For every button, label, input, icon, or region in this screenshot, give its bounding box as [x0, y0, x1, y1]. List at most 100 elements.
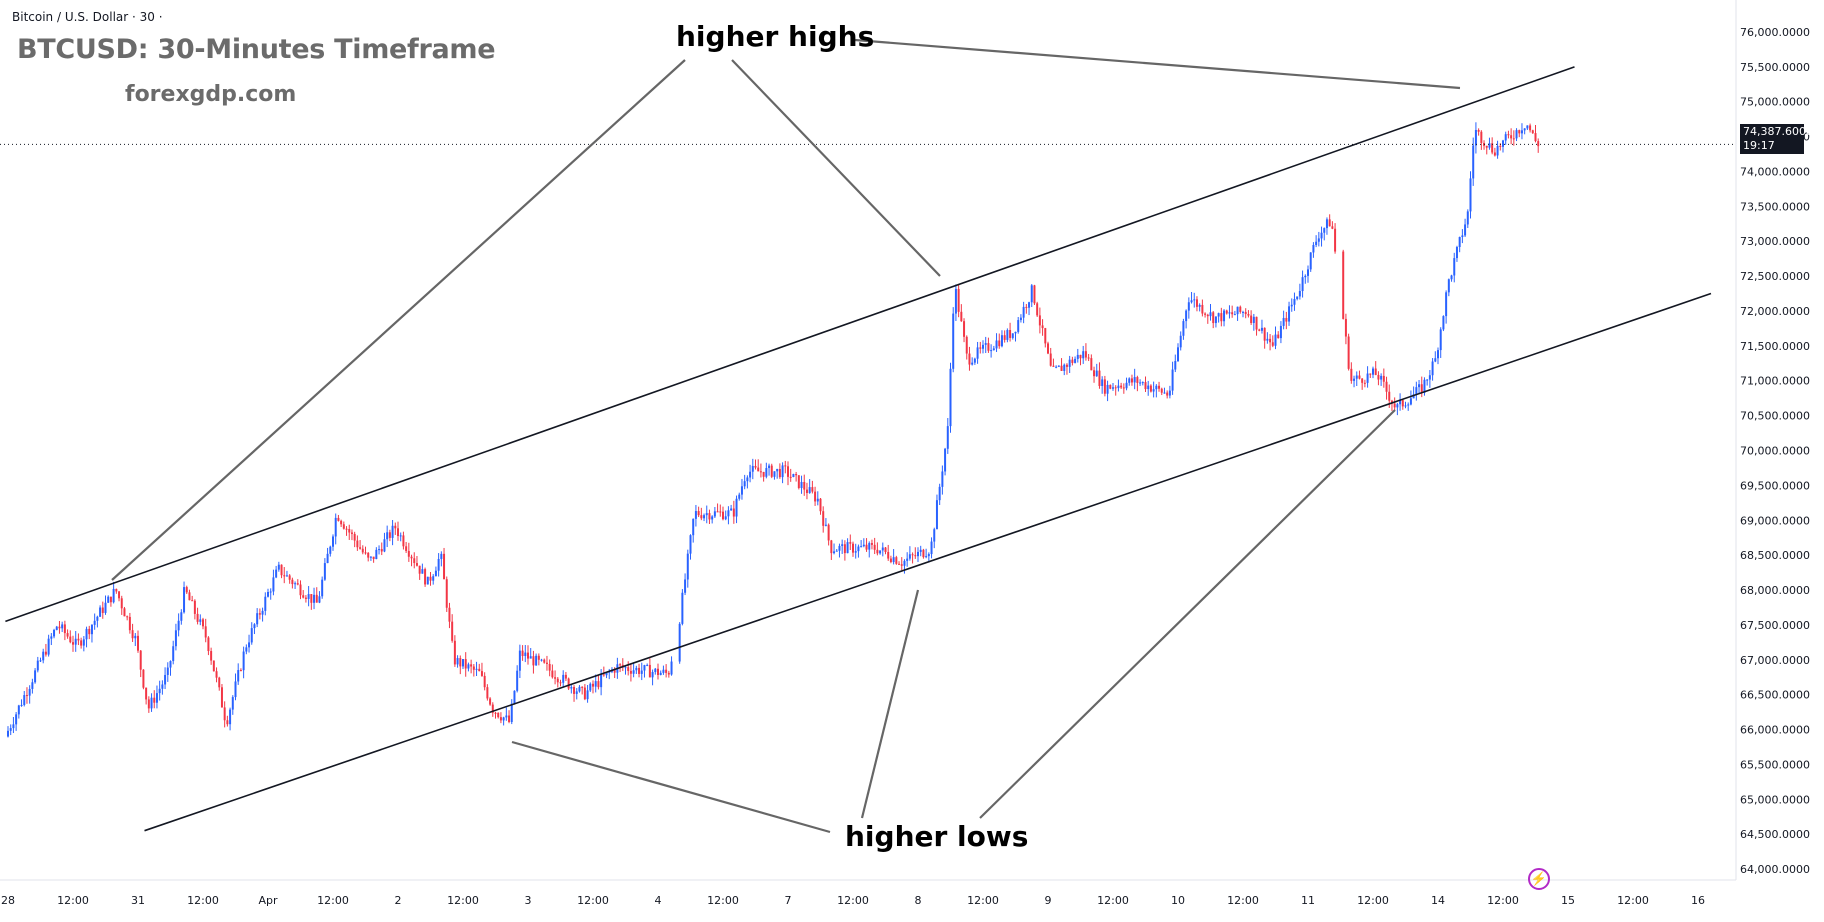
candle-body [995, 340, 998, 349]
candle-body [275, 569, 278, 578]
candle-body [917, 551, 919, 557]
candle-body [321, 579, 324, 597]
candle-body [762, 471, 765, 477]
candle-body [150, 697, 153, 709]
candle-body [332, 536, 334, 547]
candle-body [1174, 361, 1177, 370]
candle-body [478, 668, 481, 672]
candle-body [77, 638, 80, 641]
price-tick-label: 72,500.0000 [1740, 270, 1810, 283]
candle-body [112, 588, 115, 603]
candle-body [1177, 347, 1179, 362]
price-axis[interactable]: 76,000.000075,500.000075,000.000074,500.… [1740, 26, 1810, 876]
candle-body [1214, 316, 1217, 324]
candle-body [1195, 299, 1198, 307]
candle-body [757, 467, 760, 472]
candle-body [1334, 228, 1337, 252]
candle-body [1380, 375, 1383, 380]
candle-body [229, 709, 232, 725]
candle-body [1160, 388, 1163, 393]
candle-body [1065, 364, 1068, 367]
candle-body [1442, 316, 1445, 330]
candle-body [1493, 152, 1496, 156]
candle-body [126, 616, 129, 618]
candle-body [380, 549, 383, 552]
candle-body [919, 549, 922, 552]
candle-body [1496, 145, 1499, 156]
candle-body [1084, 351, 1087, 358]
candle-body [1331, 226, 1334, 229]
candle-body [635, 667, 638, 671]
candle-body [1003, 335, 1006, 340]
candle-body [480, 671, 483, 676]
candle-body [497, 712, 500, 718]
candle-body [1369, 373, 1372, 375]
candle-body [410, 556, 413, 559]
time-tick-label: 8 [915, 894, 922, 907]
candle-body [654, 668, 657, 672]
candle-body [1312, 244, 1315, 253]
candle-body [824, 524, 827, 526]
candle-body [502, 717, 505, 721]
candle-body [1166, 392, 1169, 396]
candle-body [369, 556, 372, 558]
candle-body [1366, 373, 1369, 383]
candle-body [418, 565, 421, 574]
candle-body [770, 465, 773, 477]
candle-body [697, 511, 700, 516]
candle-body [1480, 131, 1483, 143]
candle-body [992, 348, 995, 351]
candle-body [1277, 334, 1280, 339]
candle-body [776, 468, 779, 472]
candle-body [237, 670, 240, 682]
candle-body [998, 340, 1001, 347]
candle-body [632, 670, 635, 674]
candle-body [1358, 375, 1361, 379]
candles [7, 122, 1540, 738]
candle-body [651, 671, 654, 678]
candle-body [689, 535, 692, 554]
candle-body [421, 569, 424, 574]
candle-body [662, 669, 665, 673]
candle-body [740, 486, 743, 495]
candle-body [101, 607, 104, 613]
candle-body [670, 661, 673, 675]
candle-body [337, 517, 340, 521]
candle-body [1112, 387, 1114, 389]
candle-body [1328, 219, 1331, 227]
candle-body [1488, 143, 1491, 148]
candle-body [1187, 302, 1190, 311]
candle-body [784, 465, 787, 467]
candle-body [505, 715, 508, 718]
lightning-icon[interactable]: ⚡ [1528, 868, 1550, 890]
candle-body [608, 671, 611, 673]
candle-body [359, 547, 362, 549]
candle-body [23, 695, 26, 705]
time-tick-label: Apr [258, 894, 278, 907]
price-tick-label: 69,000.0000 [1740, 514, 1810, 527]
candle-body [93, 620, 96, 625]
candle-body [1101, 379, 1104, 386]
candle-body [976, 347, 979, 359]
candle-body [342, 524, 345, 529]
candle-body [811, 487, 814, 492]
time-tick-label: 12:00 [1097, 894, 1129, 907]
candle-body [1474, 129, 1477, 146]
candle-body [174, 630, 177, 647]
price-tick-label: 67,500.0000 [1740, 619, 1810, 632]
candle-body [1464, 224, 1467, 236]
candle-body [188, 592, 191, 601]
candle-body [1518, 130, 1521, 134]
candle-body [979, 347, 982, 349]
candle-body [326, 553, 329, 564]
candle-body [1491, 143, 1494, 153]
time-axis[interactable]: 28 12:00 31 12:00 Apr 12:00 2 12:00 3 12:00 4 12:00… [1, 894, 1705, 907]
candle-body [935, 500, 938, 530]
candle-body [1445, 292, 1448, 317]
candle-body [250, 628, 253, 643]
time-tick-label: 12:00 [1227, 894, 1259, 907]
candle-body [145, 687, 148, 700]
candle-body [545, 662, 548, 664]
candle-body [277, 564, 280, 570]
candle-body [220, 687, 223, 708]
